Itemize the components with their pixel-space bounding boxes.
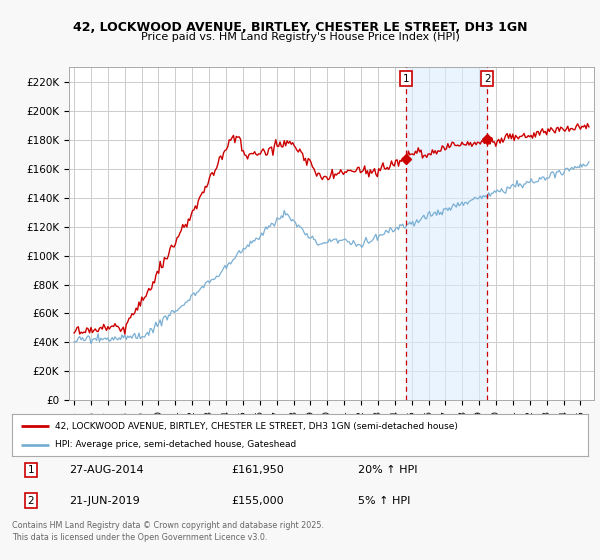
Text: 27-AUG-2014: 27-AUG-2014 [70,465,144,475]
Bar [406,67,487,400]
Text: 1: 1 [28,465,34,475]
Text: HPI: Average price, semi-detached house, Gateshead: HPI: Average price, semi-detached house,… [55,440,296,449]
Text: 21-JUN-2019: 21-JUN-2019 [70,496,140,506]
Text: £161,950: £161,950 [231,465,284,475]
Text: 42, LOCKWOOD AVENUE, BIRTLEY, CHESTER LE STREET, DH3 1GN (semi-detached house): 42, LOCKWOOD AVENUE, BIRTLEY, CHESTER LE… [55,422,458,431]
Text: 42, LOCKWOOD AVENUE, BIRTLEY, CHESTER LE STREET, DH3 1GN: 42, LOCKWOOD AVENUE, BIRTLEY, CHESTER LE… [73,21,527,34]
Text: 2: 2 [28,496,34,506]
Text: Contains HM Land Registry data © Crown copyright and database right 2025.
This d: Contains HM Land Registry data © Crown c… [12,521,324,542]
Text: 2: 2 [484,74,490,84]
Text: 5% ↑ HPI: 5% ↑ HPI [358,496,410,506]
Text: Price paid vs. HM Land Registry's House Price Index (HPI): Price paid vs. HM Land Registry's House … [140,32,460,42]
Text: 1: 1 [403,74,409,84]
Text: £155,000: £155,000 [231,496,284,506]
Text: 20% ↑ HPI: 20% ↑ HPI [358,465,417,475]
